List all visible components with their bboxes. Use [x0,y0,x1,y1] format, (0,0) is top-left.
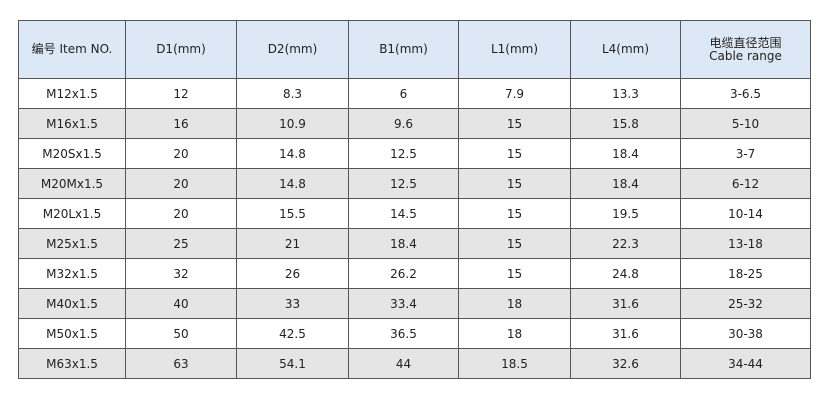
value-cell: 18.4 [570,138,681,169]
value-cell: 15 [458,168,571,199]
value-cell: 9.6 [348,108,459,139]
header-line: Cable range [709,48,782,63]
table-row: M20Mx1.5 20 14.8 12.5 15 18.4 6-12 [18,168,811,199]
value-cell: 18.4 [348,228,459,259]
header-cell: D2(mm) [236,20,349,79]
value-cell: 32 [125,258,237,289]
table-body: M12x1.5 12 8.3 6 7.9 13.3 3-6.5 M16x1.5 16 10.9 9.… [18,78,811,379]
value-cell: 40 [125,288,237,319]
value-cell: 10-14 [680,198,811,229]
value-cell: 25 [125,228,237,259]
table-row: M25x1.5 25 21 18.4 15 22.3 13-18 [18,228,811,259]
table-row: M16x1.5 16 10.9 9.6 15 15.8 5-10 [18,108,811,139]
header-cell: B1(mm) [348,20,459,79]
value-cell: 15 [458,258,571,289]
value-cell: 15 [458,228,571,259]
table-row: M20Sx1.5 20 14.8 12.5 15 18.4 3-7 [18,138,811,169]
value-cell: 15 [458,198,571,229]
table-row: M40x1.5 40 33 33.4 18 31.6 25-32 [18,288,811,319]
header-cell: 编号 Item NO. [18,20,126,79]
value-cell: 31.6 [570,318,681,349]
value-cell: 12 [125,78,237,109]
value-cell: 22.3 [570,228,681,259]
value-cell: 42.5 [236,318,349,349]
value-cell: 12.5 [348,138,459,169]
header-cell: 电缆直径范围 Cable range [680,20,811,79]
value-cell: 20 [125,198,237,229]
item-cell: M40x1.5 [18,288,126,319]
value-cell: 18 [458,288,571,319]
value-cell: 63 [125,348,237,379]
value-cell: 32.6 [570,348,681,379]
value-cell: 34-44 [680,348,811,379]
value-cell: 18.4 [570,168,681,199]
value-cell: 21 [236,228,349,259]
value-cell: 7.9 [458,78,571,109]
value-cell: 33 [236,288,349,319]
value-cell: 15 [458,138,571,169]
value-cell: 30-38 [680,318,811,349]
value-cell: 50 [125,318,237,349]
header-cell: L1(mm) [458,20,571,79]
header-cell: D1(mm) [125,20,237,79]
table-row: M32x1.5 32 26 26.2 15 24.8 18-25 [18,258,811,289]
value-cell: 5-10 [680,108,811,139]
value-cell: 15.5 [236,198,349,229]
header-row: 编号 Item NO. D1(mm) D2(mm) B1(mm) L1(mm) L4(mm… [18,20,811,79]
spec-table: 编号 Item NO. D1(mm) D2(mm) B1(mm) L1(mm) L4(mm… [18,20,811,379]
item-cell: M20Lx1.5 [18,198,126,229]
value-cell: 12.5 [348,168,459,199]
table-row: M50x1.5 50 42.5 36.5 18 31.6 30-38 [18,318,811,349]
value-cell: 20 [125,138,237,169]
value-cell: 10.9 [236,108,349,139]
value-cell: 14.5 [348,198,459,229]
value-cell: 18.5 [458,348,571,379]
item-cell: M20Sx1.5 [18,138,126,169]
item-cell: M50x1.5 [18,318,126,349]
value-cell: 36.5 [348,318,459,349]
value-cell: 13.3 [570,78,681,109]
value-cell: 14.8 [236,168,349,199]
value-cell: 13-18 [680,228,811,259]
value-cell: 16 [125,108,237,139]
value-cell: 20 [125,168,237,199]
item-cell: M63x1.5 [18,348,126,379]
item-cell: M20Mx1.5 [18,168,126,199]
header-line: 电缆直径范围 [709,35,782,50]
value-cell: 6-12 [680,168,811,199]
value-cell: 33.4 [348,288,459,319]
value-cell: 15.8 [570,108,681,139]
value-cell: 15 [458,108,571,139]
value-cell: 14.8 [236,138,349,169]
value-cell: 3-7 [680,138,811,169]
spec-table-wrap: 编号 Item NO. D1(mm) D2(mm) B1(mm) L1(mm) L4(mm… [18,20,811,379]
value-cell: 3-6.5 [680,78,811,109]
value-cell: 54.1 [236,348,349,379]
value-cell: 44 [348,348,459,379]
table-row: M12x1.5 12 8.3 6 7.9 13.3 3-6.5 [18,78,811,109]
item-cell: M16x1.5 [18,108,126,139]
header-cell: L4(mm) [570,20,681,79]
value-cell: 6 [348,78,459,109]
value-cell: 24.8 [570,258,681,289]
value-cell: 8.3 [236,78,349,109]
item-cell: M25x1.5 [18,228,126,259]
value-cell: 26.2 [348,258,459,289]
table-row: M20Lx1.5 20 15.5 14.5 15 19.5 10-14 [18,198,811,229]
item-cell: M12x1.5 [18,78,126,109]
table-row: M63x1.5 63 54.1 44 18.5 32.6 34-44 [18,348,811,379]
value-cell: 19.5 [570,198,681,229]
value-cell: 18 [458,318,571,349]
value-cell: 31.6 [570,288,681,319]
value-cell: 26 [236,258,349,289]
value-cell: 18-25 [680,258,811,289]
item-cell: M32x1.5 [18,258,126,289]
value-cell: 25-32 [680,288,811,319]
